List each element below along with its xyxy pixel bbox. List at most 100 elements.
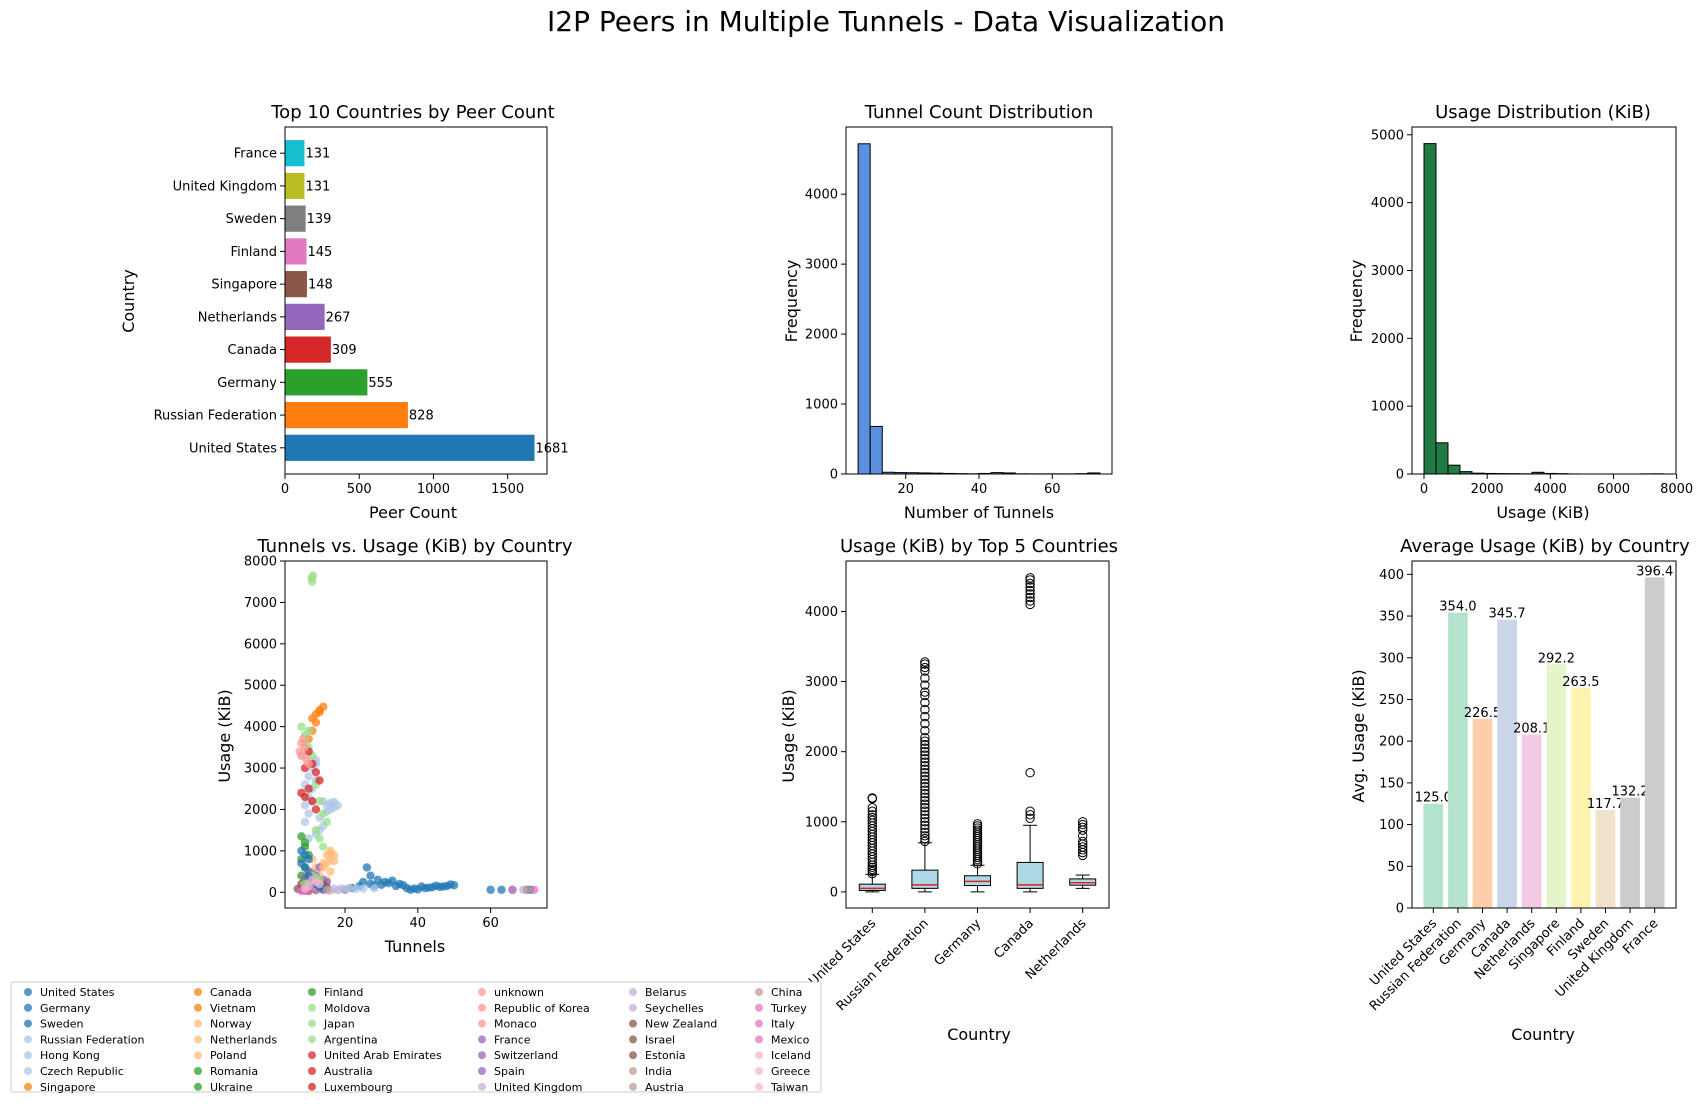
scatter-point: [297, 751, 306, 760]
peer-count-value-label: 145: [308, 245, 333, 260]
scatter-point: [417, 882, 426, 891]
scatter-point: [369, 884, 379, 893]
chart-title-usage-distribution: Usage Distribution (KiB): [1435, 102, 1651, 123]
usage-histogram-ytick-label: 2000: [1371, 332, 1404, 347]
box-outlier: [920, 775, 930, 785]
legend-marker: [478, 1035, 486, 1044]
box-outlier: [920, 673, 930, 683]
scatter-point: [300, 838, 310, 847]
legend-marker: [194, 1051, 202, 1060]
average-usage-bar: [1620, 797, 1640, 908]
scatter-ytick-label: 4000: [244, 720, 277, 735]
scatter-point: [326, 867, 335, 876]
scatter-ytick-label: 1000: [244, 844, 277, 859]
box-iqr: [1016, 861, 1044, 889]
box-outlier: [920, 704, 930, 715]
legend-marker: [629, 1035, 637, 1044]
legend-marker: [478, 1051, 486, 1060]
scatter-point: [304, 854, 313, 864]
legend-marker: [308, 1003, 316, 1012]
boxplot-ytick-label: 0: [830, 885, 838, 900]
peer-count-bar: [285, 303, 325, 330]
country-tick-label: Germany: [217, 376, 277, 391]
legend-entry-label: Switzerland: [494, 1049, 558, 1062]
legend-marker: [194, 1082, 202, 1091]
legend-entry-label: Belarus: [645, 986, 687, 999]
average-usage-bar: [1546, 664, 1567, 908]
legend-marker: [629, 988, 637, 996]
scatter-point: [322, 817, 332, 827]
box-outlier: [920, 810, 930, 820]
legend-entry-label: Poland: [210, 1049, 247, 1062]
box-outlier: [1025, 599, 1035, 610]
box-outlier: [920, 824, 930, 834]
legend-marker: [24, 1003, 32, 1012]
legend-entry-label: Luxembourg: [324, 1081, 393, 1094]
average-usage-ytick-label: 350: [1379, 610, 1404, 625]
average-usage-value-label: 345.7: [1488, 607, 1525, 622]
legend-entry-label: United Kingdom: [494, 1081, 582, 1094]
box-outlier: [1025, 589, 1035, 599]
usage-histogram-ytick-label: 0: [1396, 468, 1404, 483]
average-usage-value-label: 132.2: [1611, 785, 1648, 800]
legend-marker: [24, 988, 32, 996]
box-outlier: [1025, 585, 1035, 596]
peer-count-value-label: 267: [326, 310, 351, 325]
scatter-point: [333, 885, 342, 895]
legend-marker: [194, 988, 202, 996]
box-outlier: [920, 732, 930, 743]
legend-marker: [755, 1003, 763, 1012]
legend-marker: [478, 1082, 486, 1091]
scatter-point: [304, 759, 313, 769]
chart-title-tunnel-distribution: Tunnel Count Distribution: [864, 102, 1093, 123]
box-outlier: [920, 792, 930, 802]
scatter-point: [340, 885, 350, 894]
average-usage-value-label: 208.1: [1513, 721, 1550, 736]
legend-entry-label: Germany: [40, 1002, 91, 1015]
box-outlier: [920, 768, 930, 778]
peer-count-bar: [285, 271, 307, 298]
usage-histogram-ytick-label: 4000: [1371, 196, 1404, 211]
box-outlier: [920, 739, 930, 750]
scatter-point: [311, 767, 321, 777]
box-outlier: [920, 753, 930, 764]
legend-marker: [629, 1082, 637, 1091]
legend-entry-label: Monaco: [494, 1018, 537, 1031]
legend-marker: [629, 1067, 637, 1075]
legend-entry-label: Taiwan: [770, 1081, 808, 1094]
legend-entry-label: India: [645, 1065, 672, 1078]
legend-entry-label: Hong Kong: [40, 1049, 100, 1062]
box-outlier: [920, 799, 930, 809]
scatter-point: [304, 784, 313, 793]
scatter-point: [300, 817, 310, 827]
legend-marker: [308, 1082, 316, 1091]
scatter-point: [402, 883, 412, 893]
x-axis-label-usage-kib: Usage (KiB): [1496, 503, 1589, 522]
y-axis-label-usage-scatter: Usage (KiB): [215, 689, 234, 782]
scatter-ytick-label: 5000: [244, 679, 277, 694]
panel-usage-distribution: Usage Distribution (KiB) Usage (KiB) Fre…: [1347, 102, 1693, 522]
box-outlier: [867, 810, 877, 820]
top-countries-xtick-label: 1000: [417, 482, 450, 497]
peer-count-value-label: 131: [305, 179, 330, 194]
average-usage-value-label: 125.0: [1415, 791, 1452, 806]
legend-entry-label: Vietnam: [210, 1002, 256, 1015]
scatter-point: [307, 574, 316, 583]
country-tick-label: Russian Federation: [154, 409, 277, 424]
scatter-ytick-label: 3000: [244, 762, 277, 777]
average-usage-bar: [1595, 809, 1616, 908]
box-outlier: [1078, 842, 1088, 852]
box-outlier: [920, 666, 930, 676]
box-outlier: [920, 746, 930, 757]
box-outlier: [1025, 810, 1035, 820]
average-usage-ytick-label: 0: [1396, 902, 1404, 917]
legend-entry-label: Singapore: [40, 1081, 96, 1094]
scatter-point: [297, 722, 306, 731]
peer-count-bar: [285, 238, 307, 265]
legend-marker: [308, 1051, 316, 1060]
box-outlier: [1078, 819, 1088, 830]
legend-marker: [478, 988, 486, 996]
legend-marker: [308, 1035, 316, 1044]
scatter-legend: United States Germany Sweden Russian Federa…: [10, 981, 822, 1094]
box-outlier: [920, 725, 930, 736]
